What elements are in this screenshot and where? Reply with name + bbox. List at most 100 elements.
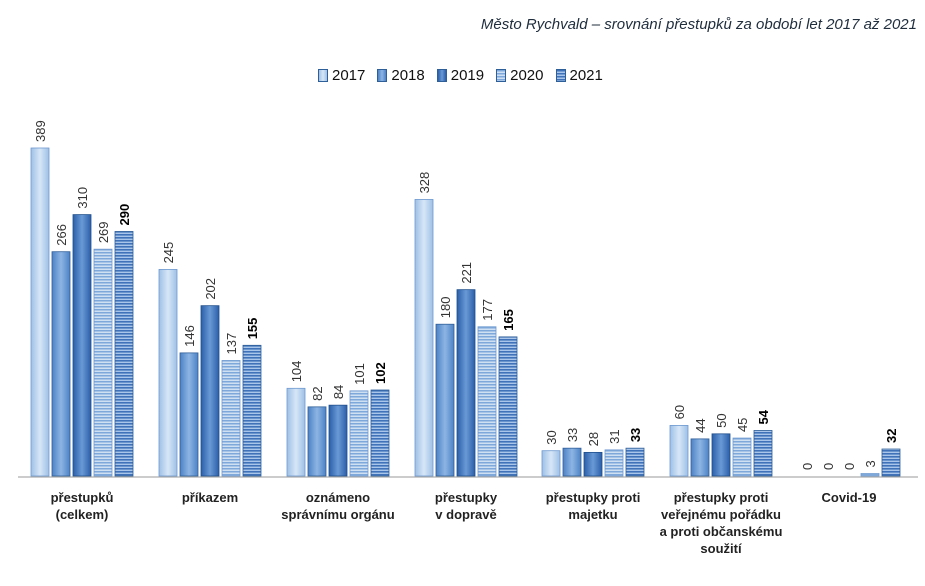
value-label-4-2017: 30: [544, 430, 559, 444]
category-label-line: přestupky proti: [546, 490, 641, 505]
category-label-1: příkazem: [182, 490, 238, 505]
value-label-0-2020: 269: [96, 221, 111, 243]
category-label-line: soužití: [700, 541, 742, 556]
value-label-2-2018: 82: [310, 386, 325, 400]
bar-2-2021: [370, 389, 390, 477]
bar-3-2019: [456, 289, 476, 477]
bar-6-2021: [881, 448, 901, 477]
value-label-6-2021: 32: [884, 429, 899, 443]
bar-6-2020: [860, 473, 880, 477]
legend-label-2021: 2021: [569, 67, 603, 84]
chart-title: Město Rychvald – srovnání přestupků za o…: [480, 16, 917, 33]
bar-2-2017: [286, 387, 306, 477]
category-label-line: přestupky proti: [674, 490, 769, 505]
value-label-6-2020: 3: [863, 460, 878, 467]
bar-1-2017: [158, 269, 178, 477]
value-label-1-2018: 146: [182, 325, 197, 347]
value-label-4-2019: 28: [586, 432, 601, 446]
bar-4-2017: [541, 450, 561, 477]
legend-label-2020: 2020: [510, 67, 544, 84]
value-label-6-2017: 0: [800, 463, 815, 470]
bar-0-2017: [30, 147, 50, 477]
category-label-line: veřejnému pořádku: [661, 507, 781, 522]
value-label-0-2019: 310: [75, 187, 90, 209]
bar-3-2021: [498, 336, 518, 477]
value-label-4-2020: 31: [607, 429, 622, 443]
category-label-line: majetku: [568, 507, 617, 522]
category-label-line: (celkem): [56, 507, 109, 522]
value-label-1-2020: 137: [224, 333, 239, 355]
bar-4-2020: [604, 449, 624, 477]
value-label-3-2018: 180: [438, 297, 453, 319]
legend-swatch-2021: [555, 69, 566, 82]
category-label-line: oznámeno: [306, 490, 370, 505]
legend-label-2018: 2018: [391, 67, 425, 84]
bar-4-2019: [583, 451, 603, 477]
value-label-2-2019: 84: [331, 385, 346, 399]
bar-4-2021: [625, 447, 645, 477]
value-label-4-2018: 33: [565, 428, 580, 442]
bar-4-2018: [562, 447, 582, 477]
bar-5-2020: [732, 437, 752, 477]
category-label-6: Covid-19: [822, 490, 877, 505]
category-label-line: přestupků: [51, 490, 114, 505]
chart-legend: 2017 2018 2019 2020 2021: [318, 67, 603, 84]
category-label-line: příkazem: [182, 490, 238, 505]
bar-2-2019: [328, 404, 348, 477]
bar-0-2021: [114, 231, 134, 477]
category-label-line: správnímu orgánu: [281, 507, 394, 522]
bar-3-2017: [414, 199, 434, 477]
value-label-6-2019: 0: [842, 463, 857, 470]
value-label-2-2020: 101: [352, 363, 367, 385]
value-label-6-2018: 0: [821, 463, 836, 470]
value-label-1-2021: 155: [245, 318, 260, 340]
bar-0-2020: [93, 248, 113, 477]
bar-1-2021: [242, 344, 262, 477]
value-label-2-2021: 102: [373, 362, 388, 384]
bar-1-2018: [179, 352, 199, 477]
bar-5-2019: [711, 433, 731, 477]
bar-1-2019: [200, 305, 220, 477]
category-label-line: v dopravě: [435, 507, 496, 522]
bar-5-2021: [753, 430, 773, 477]
legend-item-2018: 2018: [377, 67, 425, 84]
bar-5-2018: [690, 438, 710, 477]
bar-0-2019: [72, 214, 92, 477]
category-label-line: přestupky: [435, 490, 498, 505]
bar-3-2020: [477, 326, 497, 477]
category-label-0: přestupků (celkem): [51, 490, 114, 522]
bar-2-2018: [307, 406, 327, 477]
value-label-1-2017: 245: [161, 242, 176, 264]
legend-swatch-2019: [436, 69, 447, 82]
value-label-0-2021: 290: [117, 204, 132, 226]
category-label-5: přestupky proti veřejnému pořádku a proti …: [660, 490, 783, 556]
legend-label-2017: 2017: [332, 67, 366, 84]
legend-item-2021: 2021: [555, 67, 603, 84]
legend-swatch-2018: [377, 69, 388, 82]
value-label-3-2019: 221: [459, 262, 474, 284]
category-label-4: přestupky proti majetku: [546, 490, 641, 522]
legend-label-2019: 2019: [450, 67, 485, 84]
value-label-2-2017: 104: [289, 361, 304, 383]
category-label-3: přestupky v dopravě: [435, 490, 498, 522]
bar-3-2018: [435, 323, 455, 477]
category-label-2: oznámeno správnímu orgánu: [281, 490, 394, 522]
legend-swatch-2020: [496, 69, 507, 82]
value-label-1-2019: 202: [203, 278, 218, 300]
legend-swatch-2017: [318, 69, 328, 82]
value-label-5-2019: 50: [714, 413, 729, 427]
category-label-line: a proti občanskému: [660, 524, 783, 539]
bar-2-2020: [349, 390, 369, 477]
bar-0-2018: [51, 251, 71, 477]
value-label-5-2020: 45: [735, 418, 750, 432]
legend-item-2020: 2020: [496, 67, 544, 84]
bar-5-2017: [669, 425, 689, 477]
legend-item-2017: 2017: [318, 67, 365, 84]
value-label-4-2021: 33: [628, 428, 643, 442]
bar-1-2020: [221, 360, 241, 477]
value-label-3-2021: 165: [501, 309, 516, 331]
value-label-0-2017: 389: [33, 120, 48, 142]
category-label-line: Covid-19: [822, 490, 877, 505]
value-label-0-2018: 266: [54, 224, 69, 246]
